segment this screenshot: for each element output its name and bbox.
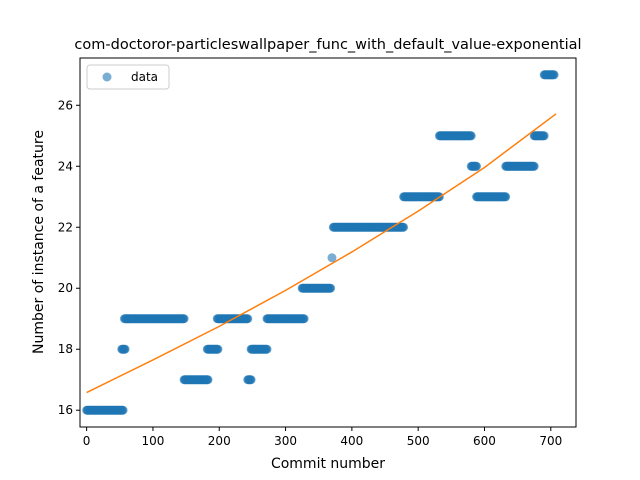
data-point [246, 375, 256, 385]
x-tick-label: 400 [340, 434, 363, 448]
data-point [262, 344, 272, 354]
y-tick-label: 22 [58, 220, 73, 234]
y-axis-label: Number of instance of a feature [31, 130, 47, 354]
x-tick-label: 300 [274, 434, 297, 448]
y-tick-label: 18 [58, 342, 73, 356]
data-point [466, 131, 476, 141]
legend: data [86, 64, 170, 90]
data-point [213, 344, 223, 354]
data-point [539, 131, 549, 141]
data-point [501, 192, 511, 202]
data-point [203, 375, 213, 385]
data-point [120, 344, 130, 354]
data-point [326, 283, 336, 293]
y-tick-label: 26 [58, 98, 73, 112]
data-point [243, 314, 253, 324]
data-point [529, 161, 539, 171]
legend-box [86, 64, 170, 90]
x-tick-label: 500 [407, 434, 430, 448]
plot-frame [79, 57, 577, 428]
data-point [327, 253, 337, 263]
data-point [179, 314, 189, 324]
data-point [472, 161, 482, 171]
data-point [399, 222, 409, 232]
data-point [299, 314, 309, 324]
plot-area [80, 58, 576, 427]
fit-layer [86, 113, 557, 394]
fit-line [86, 113, 557, 394]
x-tick-label: 100 [141, 434, 164, 448]
chart-title: com-doctoror-particleswallpaper_func_wit… [74, 37, 581, 53]
x-tick-label: 700 [539, 434, 562, 448]
data-point [549, 70, 559, 80]
x-axis-label: Commit number [271, 456, 385, 472]
x-axis: 0 100 200 300 400 500 600 700 [83, 427, 562, 448]
legend-label-data: data [131, 70, 158, 84]
x-tick-label: 200 [208, 434, 231, 448]
y-tick-label: 20 [58, 281, 73, 295]
legend-marker-data [102, 72, 112, 82]
x-tick-label: 0 [83, 434, 91, 448]
data-layer [82, 70, 559, 415]
y-tick-label: 16 [58, 403, 73, 417]
y-axis: 16 18 20 22 24 26 [58, 98, 80, 417]
x-tick-label: 600 [473, 434, 496, 448]
y-tick-label: 24 [58, 159, 73, 173]
data-point [118, 405, 128, 415]
